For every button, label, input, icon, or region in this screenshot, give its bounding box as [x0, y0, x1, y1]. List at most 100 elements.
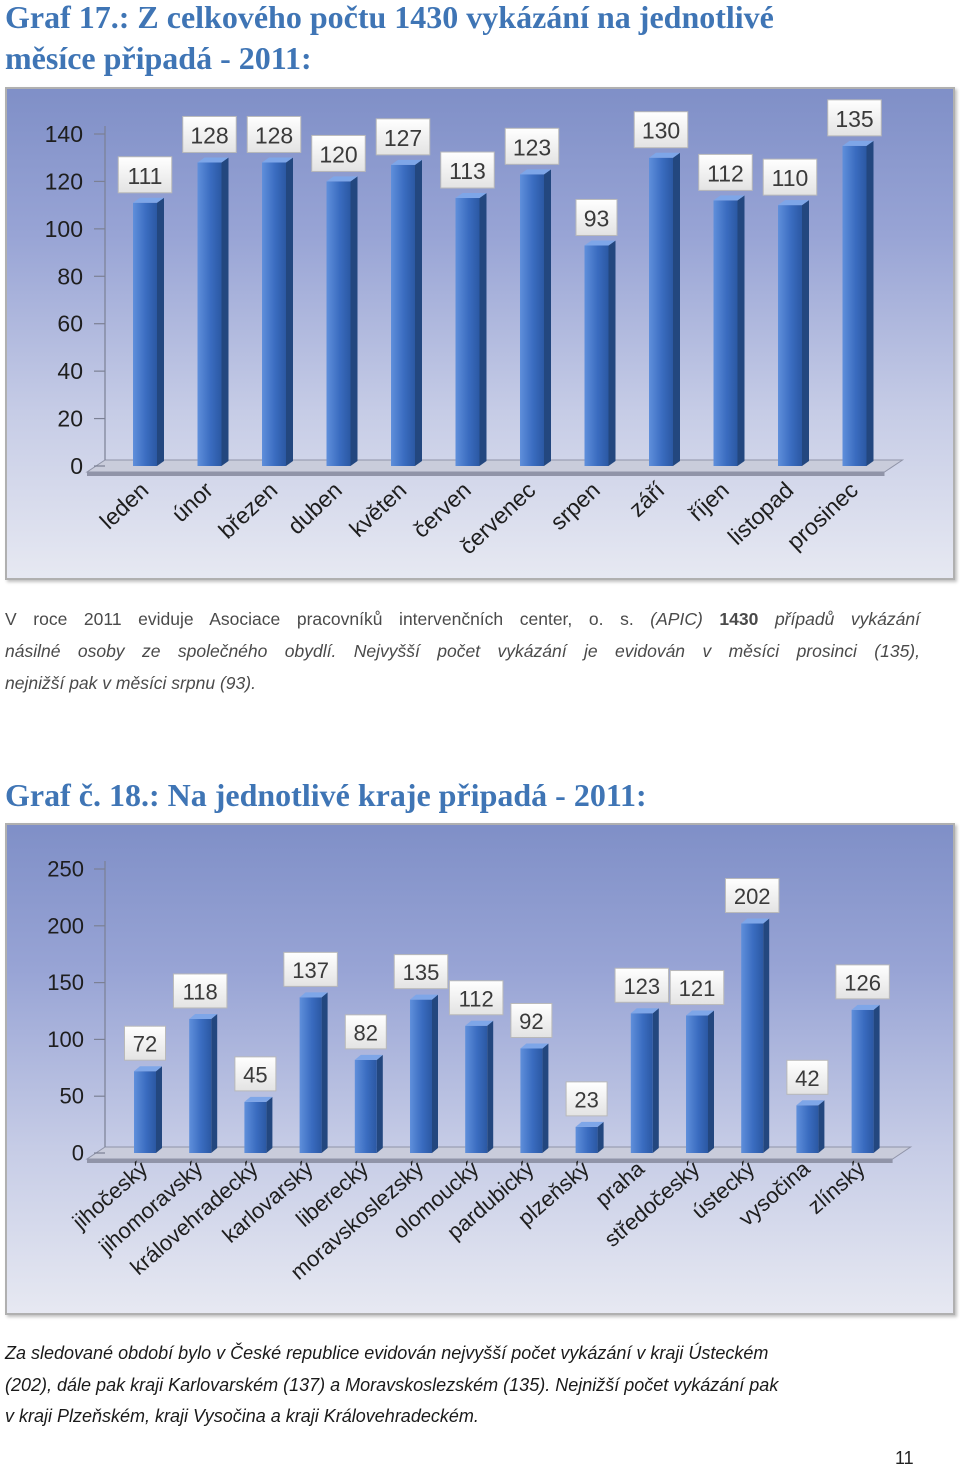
graph-17-bar-side-1 — [221, 157, 229, 466]
graph-17-bar-side-3 — [350, 176, 358, 466]
graph-18-data-label-11: 202 — [734, 884, 771, 909]
graph-17-bar-top-11 — [842, 140, 874, 146]
graph-17-bar-1 — [197, 157, 229, 466]
graph-18-bar-side-2 — [266, 1096, 273, 1153]
graph-18-bar-front-13 — [851, 1009, 874, 1153]
graph-18-data-label-box-7 — [510, 1002, 553, 1038]
graph-18-bar-side-8 — [597, 1121, 604, 1153]
graph-17-bar-side-0 — [157, 197, 164, 466]
graph-18-bar-front-5 — [410, 999, 432, 1153]
graph-17-bar-front-3 — [326, 181, 351, 466]
graph-18-bar-top-7 — [520, 1043, 549, 1049]
graph-18-chart: 0 50 100 150 200 250 72 jihočeský 118 jihomoravsk… — [5, 823, 955, 1315]
graph-18-bar-10 — [686, 1010, 714, 1153]
paragraph-1-upright-text: V roce 2011 eviduje Asociace pracovníků … — [5, 609, 634, 629]
graph-18-heading: Graf č. 18.: Na jednotlivé kraje připadá… — [5, 777, 647, 813]
graph-18-data-label-2: 45 — [243, 1062, 267, 1087]
graph-18-data-label-3: 137 — [292, 958, 329, 983]
graph-17-bar-6 — [520, 169, 551, 467]
graph-18-y-tick-label-0: 0 — [72, 1141, 84, 1166]
graph-17-x-tick-label-11: prosinec — [782, 477, 863, 555]
graph-18-bar-side-5 — [432, 994, 438, 1153]
graph-18-bar-top-5 — [410, 994, 438, 1000]
paragraph-1-total-count: 1430 — [719, 609, 759, 629]
graph-18-bar-6 — [465, 1020, 494, 1153]
graph-17-data-label-4: 127 — [384, 125, 422, 151]
graph-18-bar-top-1 — [189, 1013, 218, 1019]
graph-18-bar-front-0 — [134, 1071, 156, 1153]
graph-18-bar-front-11 — [741, 923, 764, 1153]
graph-17-bar-top-8 — [649, 152, 680, 158]
graph-18-bar-side-7 — [542, 1043, 549, 1153]
page-number: 11 — [895, 1448, 914, 1468]
paragraph-2-line-1: Za sledované období bylo v České republi… — [5, 1343, 769, 1363]
graph-17-bar-front-11 — [842, 145, 867, 466]
graph-18-bar-side-1 — [211, 1013, 218, 1153]
graph-18-floor-edge — [87, 1159, 893, 1163]
graph-18-bar-front-8 — [575, 1126, 598, 1153]
graph-18-y-tick-label-2: 100 — [47, 1027, 84, 1052]
graph-17-bar-front-7 — [584, 245, 609, 466]
graph-17-bar-top-1 — [197, 157, 229, 163]
graph-17-bar-side-11 — [866, 140, 874, 466]
graph-18-bar-front-4 — [354, 1059, 377, 1153]
graph-17-bar-top-9 — [713, 195, 745, 201]
graph-18-bar-13 — [851, 1004, 880, 1153]
graph-17-data-label-box-3 — [311, 134, 366, 172]
graph-17-bar-top-4 — [391, 159, 422, 165]
graph-17-bar-4 — [391, 159, 422, 466]
graph-17-heading-line-1: Graf 17.: Z celkového počtu 1430 vykázán… — [5, 0, 774, 35]
graph-18-x-tick-label-13: zlínský — [803, 1156, 870, 1219]
graph-17-data-label-6: 123 — [513, 134, 551, 160]
graph-18-bar-side-11 — [763, 918, 770, 1153]
paragraph-1-italic-text: případů vykázání — [774, 609, 920, 629]
graph-17-data-label-box-1 — [182, 115, 237, 153]
graph-17-y-tick-label-7: 140 — [45, 121, 83, 147]
graph-17-bar-side-4 — [415, 159, 422, 466]
graph-17-data-label-11: 135 — [835, 106, 873, 132]
graph-17-data-label-8: 130 — [642, 118, 680, 144]
graph-18-data-label-8: 23 — [574, 1087, 598, 1112]
graph-18-bar-2 — [244, 1096, 273, 1153]
graph-17-x-tick-label-2: březen — [213, 477, 282, 544]
graph-17-bar-3 — [326, 176, 358, 466]
graph-17-data-label-9: 112 — [707, 160, 744, 186]
paragraph-1-line-2: násilné osoby ze společného obydlí. Nejv… — [5, 641, 920, 661]
graph-18-data-label-9: 123 — [623, 974, 660, 999]
graph-18-bar-front-6 — [465, 1025, 488, 1153]
graph-17-bar-top-3 — [326, 176, 358, 182]
graph-17-data-label-box-0 — [117, 156, 173, 194]
graph-18-bar-front-3 — [299, 997, 322, 1153]
graph-18-data-label-5: 135 — [403, 960, 440, 985]
graph-18-y-tick-label-4: 200 — [47, 913, 84, 938]
graph-18-bar-top-8 — [575, 1121, 604, 1127]
graph-18-bar-12 — [796, 1100, 825, 1153]
graph-17-bar-front-5 — [455, 198, 480, 466]
graph-17-bar-front-0 — [133, 202, 157, 466]
graph-18-bar-front-10 — [686, 1015, 708, 1153]
graph-17-heading-line-2: měsíce připadá - 2011: — [5, 40, 312, 76]
graph-17-chart: 0 20 40 60 80 100 120 140 111 leden 128 únor 128 břez… — [5, 87, 955, 580]
paragraph-1-line-1: V roce 2011 eviduje Asociace pracovníků … — [5, 603, 920, 635]
paragraph-1-apic: (APIC) — [650, 609, 703, 629]
graph-18-data-label-box-6 — [448, 980, 504, 1016]
graph-17-plot: 0 20 40 60 80 100 120 140 111 leden 128 únor 128 břez… — [45, 99, 905, 559]
graph-18-bar-top-12 — [796, 1100, 825, 1106]
graph-18-bar-side-3 — [321, 992, 328, 1153]
graph-17-data-label-5: 113 — [449, 158, 486, 184]
graph-17-bar-front-8 — [649, 157, 673, 466]
graph-18-bar-top-0 — [134, 1066, 162, 1072]
graph-18-data-label-box-10 — [669, 970, 725, 1006]
graph-17-x-tick-label-7: srpen — [545, 477, 605, 535]
graph-17-bar-top-0 — [133, 197, 164, 203]
graph-17-bar-side-2 — [286, 157, 293, 466]
graph-18-data-label-box-11 — [724, 878, 780, 914]
graph-18-data-label-box-8 — [565, 1081, 608, 1117]
graph-18-data-label-4: 82 — [354, 1020, 378, 1045]
graph-17-data-label-3: 120 — [319, 141, 357, 167]
graph-18-bar-front-12 — [796, 1105, 819, 1153]
graph-17-data-label-box-2 — [246, 115, 302, 153]
graph-18-bar-0 — [134, 1066, 162, 1153]
graph-17-bar-front-6 — [520, 174, 544, 467]
graph-18-data-label-12: 42 — [795, 1066, 819, 1091]
